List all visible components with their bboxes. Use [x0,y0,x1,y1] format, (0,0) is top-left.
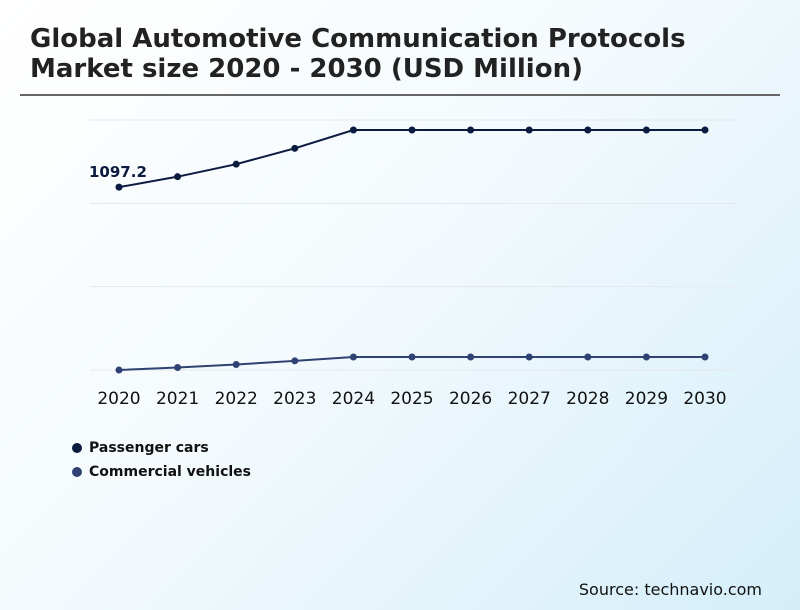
data-point [115,366,123,374]
data-point [349,353,357,361]
data-point [174,364,182,371]
x-tick-label: 2024 [332,389,375,409]
gridlines [90,119,736,371]
x-tick-label: 2027 [508,389,551,409]
data-point [115,183,123,191]
data-point [174,173,182,181]
data-point [232,361,240,368]
x-tick-label: 2021 [156,389,199,409]
data-label: 1097.2 [89,163,147,181]
data-point [408,353,416,361]
legend-item-passenger-cars: Passenger cars [72,436,251,460]
legend-label-passenger-cars: Passenger cars [89,440,209,456]
x-tick-label: 2026 [449,389,492,409]
data-point [291,144,299,152]
legend-marker-passenger-cars [72,443,82,453]
source-note: Source: technavio.com [578,580,762,599]
data-point [525,353,533,361]
legend-label-commercial-vehicles: Commercial vehicles [89,464,251,480]
series-points [115,126,709,374]
data-point [584,353,592,361]
data-point [584,126,592,134]
data-point [232,160,240,168]
x-tick-label: 2028 [566,389,609,409]
x-tick-label: 2023 [273,389,316,409]
data-point [701,126,709,134]
data-point [408,126,416,134]
x-tick-label: 2020 [97,389,140,409]
data-point [467,126,475,134]
data-point [349,126,357,134]
x-tick-label: 2029 [625,389,668,409]
data-labels: 1097.2 [89,163,147,181]
legend-item-commercial-vehicles: Commercial vehicles [72,460,251,484]
data-point [525,126,533,134]
x-tick-label: 2030 [683,389,726,409]
legend: Passenger cars Commercial vehicles [72,436,251,484]
chart-title: Global Automotive Communication Protocol… [30,24,686,84]
data-point [642,353,650,361]
series-lines [118,129,705,371]
data-point [701,353,709,361]
x-axis-tick-labels: 2020 2021 2022 2023 2024 2025 2026 2027 2028 2029… [97,389,726,409]
x-tick-label: 2022 [215,389,258,409]
data-point [467,353,475,361]
data-point [291,357,299,365]
x-tick-label: 2025 [390,389,433,409]
data-point [642,126,650,134]
title-divider [20,94,780,96]
legend-marker-commercial-vehicles [72,467,82,477]
series-line-0 [118,129,705,189]
